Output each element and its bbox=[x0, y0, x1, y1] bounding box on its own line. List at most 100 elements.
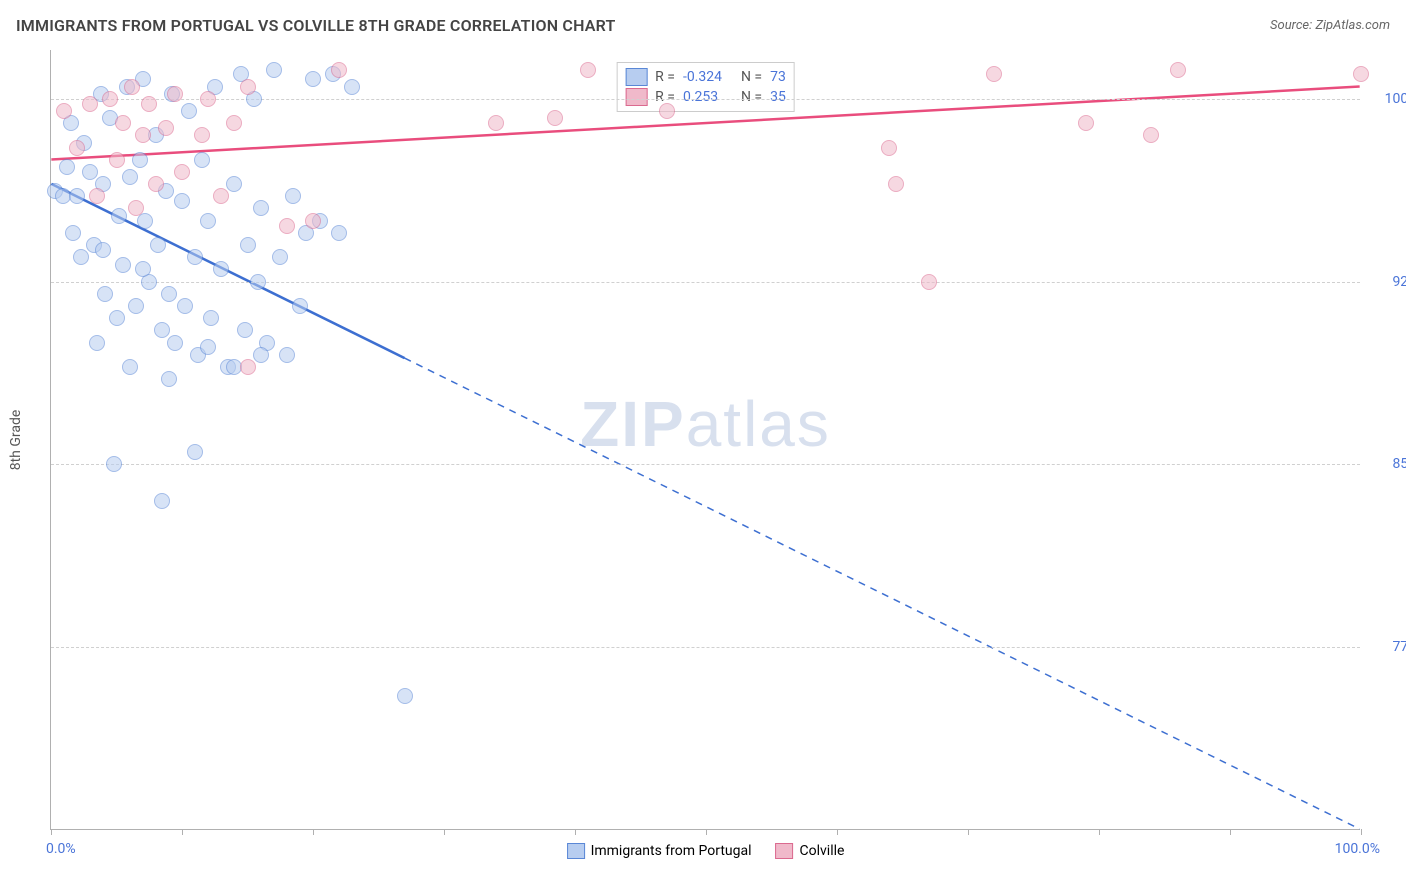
scatter-point bbox=[200, 339, 216, 355]
scatter-chart: 8th Grade ZIPatlas R =-0.324N =73R =0.25… bbox=[50, 50, 1360, 830]
scatter-point bbox=[240, 79, 256, 95]
x-tick-mark bbox=[444, 829, 445, 835]
x-min-label: 0.0% bbox=[46, 841, 76, 857]
scatter-point bbox=[1170, 62, 1186, 78]
scatter-point bbox=[1078, 115, 1094, 131]
legend-n-label: N = bbox=[741, 69, 762, 85]
legend-series-item: Immigrants from Portugal bbox=[567, 843, 752, 859]
scatter-point bbox=[266, 62, 282, 78]
legend-r-value: 0.253 bbox=[683, 89, 733, 105]
scatter-point bbox=[82, 164, 98, 180]
scatter-point bbox=[59, 159, 75, 175]
scatter-point bbox=[305, 71, 321, 87]
legend-correlation-row: R =-0.324N =73 bbox=[625, 67, 786, 87]
scatter-point bbox=[331, 62, 347, 78]
scatter-point bbox=[174, 164, 190, 180]
scatter-point bbox=[56, 103, 72, 119]
scatter-point bbox=[148, 176, 164, 192]
scatter-point bbox=[331, 225, 347, 241]
trend-line-dashed bbox=[405, 358, 1360, 829]
scatter-point bbox=[174, 193, 190, 209]
scatter-point bbox=[122, 359, 138, 375]
x-tick-mark bbox=[1099, 829, 1100, 835]
y-tick-label: 100.0% bbox=[1370, 91, 1406, 107]
scatter-point bbox=[167, 86, 183, 102]
scatter-point bbox=[305, 213, 321, 229]
scatter-point bbox=[154, 493, 170, 509]
scatter-point bbox=[128, 200, 144, 216]
scatter-point bbox=[250, 274, 266, 290]
x-tick-mark bbox=[1230, 829, 1231, 835]
legend-series-label: Immigrants from Portugal bbox=[591, 843, 752, 859]
scatter-point bbox=[73, 249, 89, 265]
scatter-point bbox=[177, 298, 193, 314]
chart-header: IMMIGRANTS FROM PORTUGAL VS COLVILLE 8TH… bbox=[16, 16, 1390, 35]
series-legend: Immigrants from Portugal Colville bbox=[567, 843, 845, 859]
scatter-point bbox=[82, 96, 98, 112]
scatter-point bbox=[109, 310, 125, 326]
scatter-point bbox=[187, 444, 203, 460]
gridline bbox=[51, 282, 1360, 283]
legend-swatch bbox=[625, 68, 647, 86]
trend-lines-layer bbox=[51, 50, 1360, 829]
scatter-point bbox=[200, 91, 216, 107]
scatter-point bbox=[154, 322, 170, 338]
scatter-point bbox=[1143, 127, 1159, 143]
scatter-point bbox=[344, 79, 360, 95]
scatter-point bbox=[65, 225, 81, 241]
legend-swatch bbox=[776, 843, 794, 859]
legend-correlation-row: R =0.253N =35 bbox=[625, 87, 786, 107]
gridline bbox=[51, 464, 1360, 465]
scatter-point bbox=[69, 188, 85, 204]
legend-series-label: Colville bbox=[800, 843, 845, 859]
scatter-point bbox=[194, 127, 210, 143]
scatter-point bbox=[547, 110, 563, 126]
scatter-point bbox=[580, 62, 596, 78]
scatter-point bbox=[213, 188, 229, 204]
x-tick-mark bbox=[182, 829, 183, 835]
legend-r-value: -0.324 bbox=[683, 69, 733, 85]
scatter-point bbox=[132, 152, 148, 168]
scatter-point bbox=[194, 152, 210, 168]
scatter-point bbox=[102, 91, 118, 107]
x-tick-mark bbox=[313, 829, 314, 835]
source-prefix: Source: bbox=[1270, 18, 1315, 33]
scatter-point bbox=[111, 208, 127, 224]
scatter-point bbox=[95, 242, 111, 258]
scatter-point bbox=[150, 237, 166, 253]
source-name: ZipAtlas.com bbox=[1315, 18, 1390, 33]
chart-source: Source: ZipAtlas.com bbox=[1270, 18, 1390, 33]
scatter-point bbox=[203, 310, 219, 326]
scatter-point bbox=[272, 249, 288, 265]
scatter-point bbox=[226, 176, 242, 192]
y-tick-label: 85.0% bbox=[1370, 456, 1406, 472]
scatter-point bbox=[115, 115, 131, 131]
legend-n-value: 73 bbox=[770, 69, 786, 85]
legend-n-value: 35 bbox=[770, 89, 786, 105]
legend-swatch bbox=[567, 843, 585, 859]
x-tick-mark bbox=[968, 829, 969, 835]
scatter-point bbox=[279, 218, 295, 234]
scatter-point bbox=[240, 237, 256, 253]
scatter-point bbox=[69, 140, 85, 156]
chart-title: IMMIGRANTS FROM PORTUGAL VS COLVILLE 8TH… bbox=[16, 16, 616, 35]
scatter-point bbox=[89, 335, 105, 351]
scatter-point bbox=[122, 169, 138, 185]
y-axis-label: 8th Grade bbox=[8, 409, 24, 470]
correlation-legend: R =-0.324N =73R =0.253N =35 bbox=[616, 62, 795, 112]
scatter-point bbox=[292, 298, 308, 314]
x-max-label: 100.0% bbox=[1335, 841, 1380, 857]
scatter-point bbox=[213, 261, 229, 277]
scatter-point bbox=[253, 200, 269, 216]
scatter-point bbox=[158, 120, 174, 136]
scatter-point bbox=[128, 298, 144, 314]
scatter-point bbox=[226, 115, 242, 131]
x-tick-mark bbox=[1361, 829, 1362, 835]
scatter-point bbox=[881, 140, 897, 156]
scatter-point bbox=[109, 152, 125, 168]
scatter-point bbox=[921, 274, 937, 290]
scatter-point bbox=[986, 66, 1002, 82]
scatter-point bbox=[106, 456, 122, 472]
legend-swatch bbox=[625, 88, 647, 106]
scatter-point bbox=[1353, 66, 1369, 82]
